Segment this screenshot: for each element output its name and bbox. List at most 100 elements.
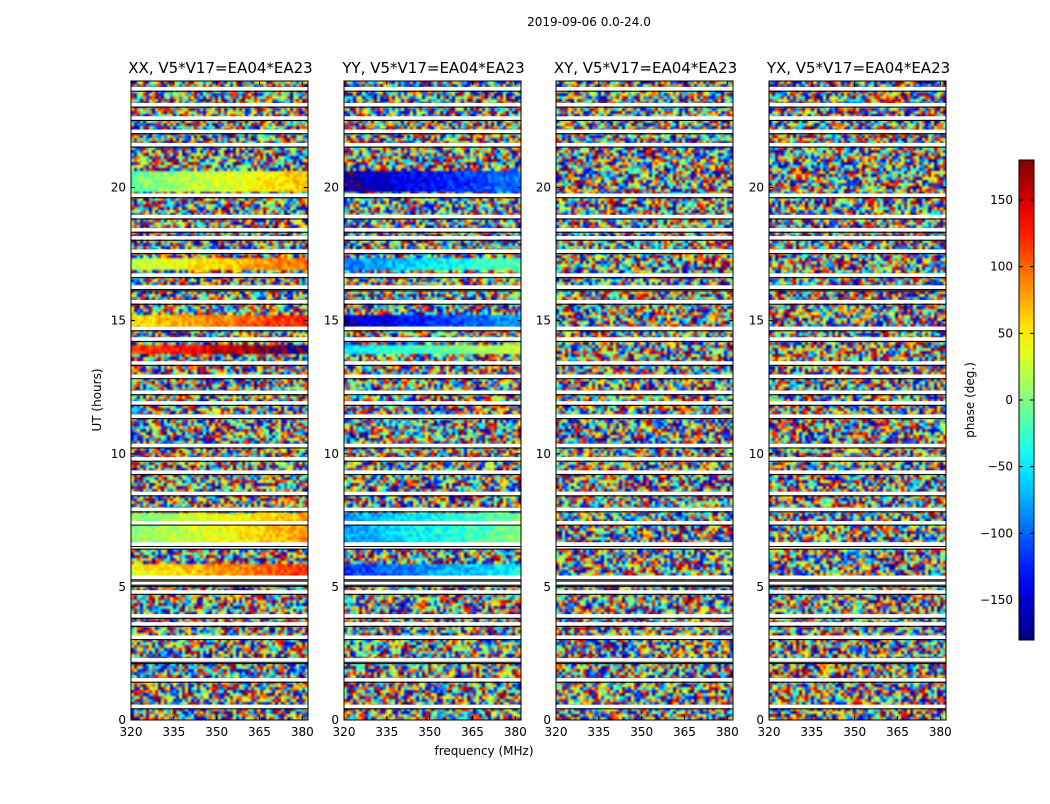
flagged-row bbox=[769, 142, 946, 147]
x-tick-label: 320 bbox=[333, 725, 356, 739]
flagged-row bbox=[344, 401, 521, 405]
x-tick-label: 335 bbox=[162, 725, 185, 739]
flagged-row bbox=[131, 520, 308, 525]
x-tick-label: 365 bbox=[673, 725, 696, 739]
flagged-row bbox=[556, 129, 733, 134]
flagged-row bbox=[556, 590, 733, 594]
flagged-row bbox=[769, 273, 946, 277]
flagged-row bbox=[344, 414, 521, 418]
y-tick-label: 20 bbox=[536, 181, 551, 195]
flagged-row bbox=[769, 614, 946, 618]
flagged-row bbox=[131, 337, 308, 341]
flagged-row bbox=[344, 193, 521, 197]
y-tick-label: 20 bbox=[111, 181, 126, 195]
flagged-row bbox=[344, 658, 521, 662]
panel-frame bbox=[555, 80, 734, 721]
flagged-row bbox=[131, 361, 308, 365]
flagged-row bbox=[131, 614, 308, 618]
y-tick-label: 5 bbox=[543, 580, 551, 594]
flagged-row bbox=[344, 457, 521, 461]
flagged-row bbox=[131, 390, 308, 395]
flagged-row bbox=[344, 273, 521, 277]
flagged-row bbox=[556, 116, 733, 120]
x-tick-label: 335 bbox=[587, 725, 610, 739]
y-tick-label: 10 bbox=[111, 447, 126, 461]
flagged-row bbox=[131, 86, 308, 91]
flagged-row bbox=[131, 470, 308, 474]
panel-4: YX, V5*V17=EA04*EA23 320 335 350 365 380 0 5 10 1… bbox=[749, 59, 952, 739]
y-tick-label: 15 bbox=[749, 314, 764, 328]
flagged-row bbox=[344, 337, 521, 341]
flagged-row bbox=[131, 193, 308, 197]
flagged-row bbox=[769, 678, 946, 682]
flagged-row bbox=[344, 116, 521, 120]
flagged-row bbox=[556, 86, 733, 91]
y-tick-label: 0 bbox=[756, 713, 764, 727]
flagged-row bbox=[344, 86, 521, 91]
panel-1: XX, V5*V17=EA04*EA23 320 335 350 365 380 0 5 10 1… bbox=[111, 59, 314, 739]
flagged-row bbox=[131, 635, 308, 639]
y-tick-label: 15 bbox=[324, 314, 339, 328]
flagged-row bbox=[556, 214, 733, 219]
flagged-row bbox=[769, 542, 946, 546]
y-tick-label: 20 bbox=[749, 181, 764, 195]
flagged-row bbox=[556, 457, 733, 461]
flagged-row bbox=[556, 102, 733, 107]
flagged-row bbox=[556, 249, 733, 253]
flagged-row bbox=[344, 102, 521, 107]
flagged-row bbox=[769, 507, 946, 512]
flagged-row bbox=[131, 457, 308, 461]
flagged-row bbox=[344, 614, 521, 618]
y-tick-label: 5 bbox=[331, 580, 339, 594]
flagged-row bbox=[131, 507, 308, 512]
colorbar-tick-label: −100 bbox=[980, 526, 1013, 540]
flagged-row bbox=[344, 575, 521, 580]
flagged-row bbox=[344, 520, 521, 525]
x-tick-label: 350 bbox=[205, 725, 228, 739]
flagged-row bbox=[131, 214, 308, 219]
flagged-row bbox=[556, 337, 733, 341]
heatmap-image bbox=[769, 81, 946, 720]
flagged-row bbox=[769, 704, 946, 709]
flagged-row bbox=[131, 326, 308, 331]
flagged-row bbox=[131, 658, 308, 662]
flagged-row bbox=[131, 575, 308, 580]
heatmap-image bbox=[344, 81, 521, 720]
flagged-row bbox=[344, 236, 521, 240]
x-tick-label: 365 bbox=[248, 725, 271, 739]
flagged-row bbox=[556, 285, 733, 289]
flagged-row bbox=[131, 299, 308, 304]
x-tick-label: 380 bbox=[929, 725, 952, 739]
flagged-row bbox=[556, 658, 733, 662]
flagged-row bbox=[131, 678, 308, 682]
flagged-row bbox=[556, 273, 733, 277]
panel-title: YY, V5*V17=EA04*EA23 bbox=[341, 59, 524, 77]
flagged-row bbox=[769, 374, 946, 379]
flagged-row bbox=[769, 575, 946, 580]
y-tick-label: 0 bbox=[118, 713, 126, 727]
flagged-row bbox=[556, 704, 733, 709]
flagged-row bbox=[131, 491, 308, 496]
x-tick-label: 335 bbox=[800, 725, 823, 739]
flagged-row bbox=[131, 590, 308, 594]
flagged-row bbox=[131, 580, 308, 585]
flagged-row bbox=[131, 142, 308, 147]
flagged-row bbox=[769, 337, 946, 341]
flagged-row bbox=[769, 580, 946, 585]
x-tick-label: 320 bbox=[120, 725, 143, 739]
flagged-row bbox=[769, 214, 946, 219]
flagged-row bbox=[769, 102, 946, 107]
colorbar-tick-label: 150 bbox=[990, 193, 1013, 207]
flagged-row bbox=[556, 443, 733, 448]
flagged-row bbox=[769, 193, 946, 197]
panel-frame bbox=[343, 80, 522, 721]
flagged-row bbox=[556, 580, 733, 585]
colorbar-tick-label: −50 bbox=[988, 460, 1013, 474]
flagged-row bbox=[131, 129, 308, 134]
colorbar-label: phase (deg.) bbox=[963, 362, 977, 438]
flagged-row bbox=[131, 374, 308, 379]
flagged-row bbox=[556, 678, 733, 682]
panel-title: XY, V5*V17=EA04*EA23 bbox=[554, 59, 737, 77]
flagged-row bbox=[556, 635, 733, 639]
flagged-row bbox=[556, 507, 733, 512]
